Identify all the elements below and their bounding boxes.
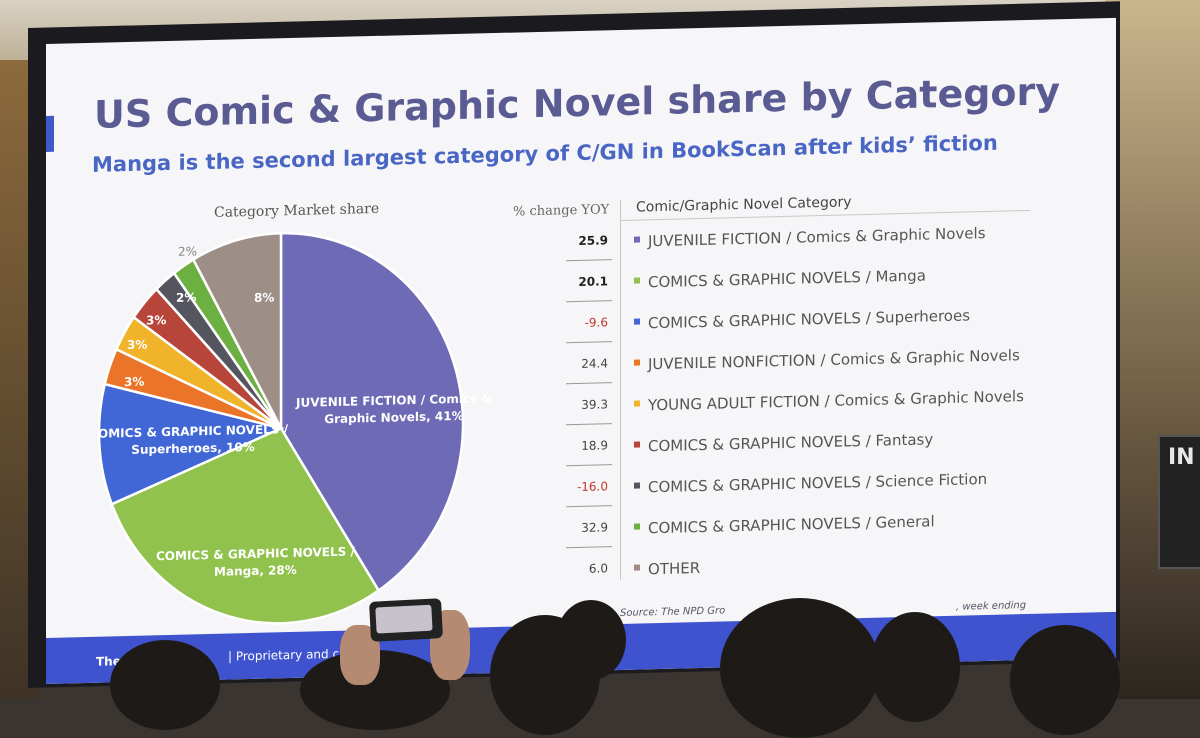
yoy-underline xyxy=(566,423,612,426)
category-label: JUVENILE FICTION / Comics & Graphic Nove… xyxy=(648,224,986,251)
phone-in-hand xyxy=(369,598,443,642)
yoy-underline xyxy=(566,259,612,262)
table-row: 25.9 JUVENILE FICTION / Comics & Graphic… xyxy=(526,222,1066,265)
legend-swatch xyxy=(634,441,640,448)
pie-label-general: 2% xyxy=(178,244,198,259)
legend-swatch xyxy=(634,236,640,243)
slide: US Comic & Graphic Novel share by Catego… xyxy=(46,17,1116,684)
slide-title: US Comic & Graphic Novel share by Catego… xyxy=(94,69,1061,137)
table-row: 18.9 COMICS & GRAPHIC NOVELS / Fantasy xyxy=(526,427,1066,470)
category-label: COMICS & GRAPHIC NOVELS / General xyxy=(648,512,935,538)
audience-head xyxy=(1010,625,1120,735)
pie-label-superheroes: OMICS & GRAPHIC NOVELS / Superheroes, 10… xyxy=(98,421,288,460)
category-label: YOUNG ADULT FICTION / Comics & Graphic N… xyxy=(648,387,1024,415)
pie-label-scifi: 2% xyxy=(176,290,197,305)
title-accent-bar xyxy=(46,115,54,152)
legend-swatch xyxy=(634,523,640,530)
category-label: JUVENILE NONFICTION / Comics & Graphic N… xyxy=(648,346,1020,374)
pie-label-other: 8% xyxy=(254,290,275,305)
yoy-value: 25.9 xyxy=(578,233,608,248)
pie-svg xyxy=(97,231,465,625)
yoy-value: -16.0 xyxy=(576,479,608,495)
category-label: OTHER xyxy=(648,559,701,579)
yoy-underline xyxy=(566,546,612,549)
table-row: 24.4 JUVENILE NONFICTION / Comics & Grap… xyxy=(526,345,1066,388)
category-label: COMICS & GRAPHIC NOVELS / Manga xyxy=(648,266,926,292)
table-header-category: Comic/Graphic Novel Category xyxy=(636,194,852,216)
table-row: 39.3 YOUNG ADULT FICTION / Comics & Grap… xyxy=(526,386,1066,429)
table-row: -16.0 COMICS & GRAPHIC NOVELS / Science … xyxy=(526,468,1066,511)
yoy-underline xyxy=(566,464,612,467)
table-row: 32.9 COMICS & GRAPHIC NOVELS / General xyxy=(526,509,1066,552)
legend-swatch xyxy=(634,400,640,407)
table-row: 6.0 OTHER xyxy=(526,550,1066,593)
pie-label-young-adult: 3% xyxy=(127,337,148,353)
pie-slice xyxy=(97,382,285,506)
pie-label-juvenile-nonfiction: 3% xyxy=(124,374,145,390)
pie-title: Category Market share xyxy=(214,200,380,221)
yoy-value: 32.9 xyxy=(581,520,608,535)
table-row: 20.1 COMICS & GRAPHIC NOVELS / Manga xyxy=(526,263,1066,306)
yoy-underline xyxy=(566,505,612,508)
audience-head xyxy=(720,598,880,738)
yoy-underline xyxy=(566,382,612,385)
pie-label-fantasy: 3% xyxy=(146,313,167,328)
legend-swatch xyxy=(634,482,640,489)
yoy-underline xyxy=(566,341,612,344)
audience-head xyxy=(870,612,960,722)
yoy-value: 24.4 xyxy=(581,356,608,371)
category-label: COMICS & GRAPHIC NOVELS / Fantasy xyxy=(648,430,934,456)
yoy-value: 20.1 xyxy=(578,274,608,289)
category-label: COMICS & GRAPHIC NOVELS / Science Fictio… xyxy=(648,469,988,497)
slide-subtitle: Manga is the second largest category of … xyxy=(92,130,998,177)
pie-label-juvenile-fiction: JUVENILE FICTION / Comics & Graphic Nove… xyxy=(296,390,492,430)
audience-head xyxy=(556,600,626,680)
room-sign-text: IN xyxy=(1168,445,1195,470)
legend-swatch xyxy=(634,359,640,366)
source-note: Source: The NPD Gro xyxy=(620,605,726,619)
audience-head xyxy=(110,640,220,730)
legend-swatch xyxy=(634,277,640,284)
pie-slice xyxy=(279,231,465,593)
room-sign: IN xyxy=(1158,435,1200,569)
wall-right xyxy=(1105,0,1200,699)
table-row: -9.6 COMICS & GRAPHIC NOVELS / Superhero… xyxy=(526,304,1066,347)
pie-chart: JUVENILE FICTION / Comics & Graphic Nove… xyxy=(96,229,492,628)
source-note-right: , week ending xyxy=(956,600,1027,613)
phone-screen xyxy=(375,604,433,634)
yoy-underline xyxy=(566,300,612,303)
legend-swatch xyxy=(634,564,640,571)
table-header-yoy: % change YOY xyxy=(513,202,610,220)
yoy-value: 18.9 xyxy=(581,438,608,453)
yoy-value: -9.6 xyxy=(584,315,608,330)
category-label: COMICS & GRAPHIC NOVELS / Superheroes xyxy=(648,306,971,333)
pie-slice xyxy=(110,426,381,625)
yoy-value: 39.3 xyxy=(581,397,608,412)
legend-swatch xyxy=(634,318,640,325)
pie-slice xyxy=(191,231,283,429)
yoy-value: 6.0 xyxy=(588,561,608,576)
pie-label-manga: COMICS & GRAPHIC NOVELS / Manga, 28% xyxy=(156,543,355,583)
